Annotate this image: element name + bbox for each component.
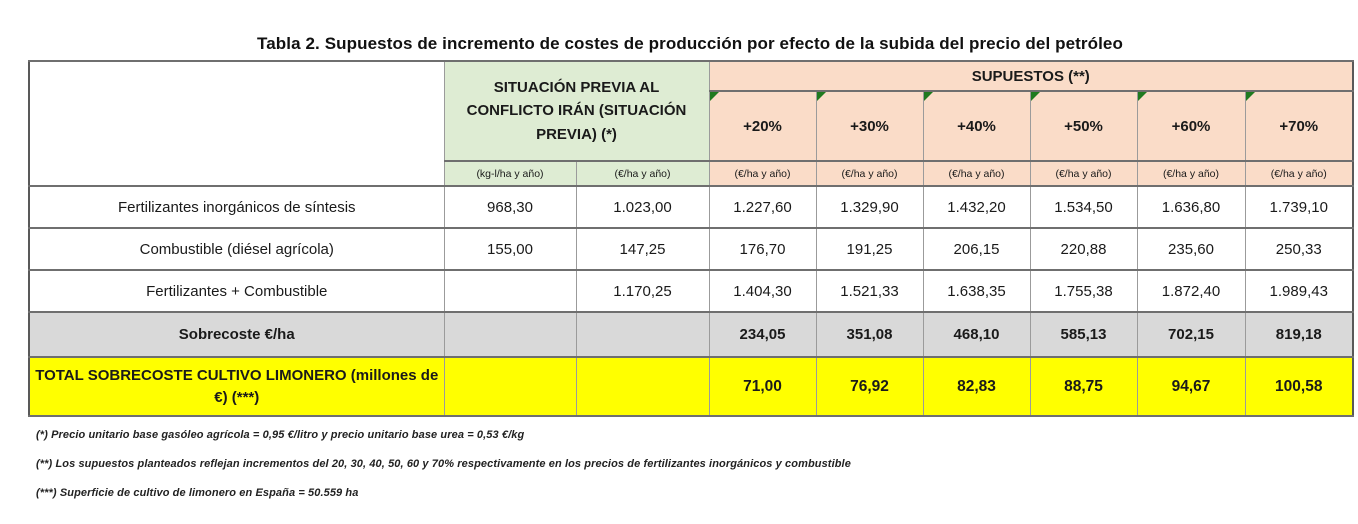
scenario-header-70: +70% — [1244, 90, 1354, 162]
value-cell: 235,60 — [1136, 227, 1246, 271]
cell-note-triangle-icon — [817, 93, 826, 101]
cost-table: SITUACIÓN PREVIA AL CONFLICTO IRÁN (SITU… — [28, 60, 1354, 417]
table-row-sobrecoste: Sobrecoste €/ha 234,05 351,08 468,10 585… — [28, 311, 1354, 358]
header-row-top: SITUACIÓN PREVIA AL CONFLICTO IRÁN (SITU… — [28, 60, 1354, 187]
value-cell: 191,25 — [815, 227, 924, 271]
unit-cell: (kg-l/ha y año) — [443, 160, 577, 187]
value-cell: 968,30 — [443, 185, 577, 229]
value-cell: 176,70 — [708, 227, 817, 271]
table-title: Tabla 2. Supuestos de incremento de cost… — [257, 34, 1123, 53]
footnotes: (*) Precio unitario base gasóleo agrícol… — [36, 429, 1352, 499]
value-cell: 220,88 — [1029, 227, 1138, 271]
value-cell — [443, 356, 577, 417]
cell-note-triangle-icon — [710, 93, 719, 101]
value-cell: 1.227,60 — [708, 185, 817, 229]
value-cell: 88,75 — [1029, 356, 1138, 417]
scenario-label: +30% — [850, 117, 889, 135]
scenario-header-50: +50% — [1029, 90, 1138, 162]
footnote-superficie: (***) Superficie de cultivo de limonero … — [36, 487, 359, 499]
scenario-label: +50% — [1064, 117, 1103, 135]
value-cell: 1.638,35 — [922, 269, 1031, 313]
value-cell: 1.755,38 — [1029, 269, 1138, 313]
scenario-header-30: +30% — [815, 90, 924, 162]
supuestos-header: SUPUESTOS (**) — [708, 60, 1354, 92]
table-row-fertilizantes-combustible: Fertilizantes + Combustible 1.170,25 1.4… — [28, 269, 1354, 313]
scenario-header-60: +60% — [1136, 90, 1246, 162]
row-label: Fertilizantes + Combustible — [28, 269, 445, 313]
value-cell: 100,58 — [1244, 356, 1354, 417]
unit-cell: (€/ha y año) — [575, 160, 710, 187]
value-cell: 1.521,33 — [815, 269, 924, 313]
table-row-total-sobrecoste: TOTAL SOBRECOSTE CULTIVO LIMONERO (millo… — [28, 356, 1354, 417]
value-cell: 82,83 — [922, 356, 1031, 417]
row-label: Sobrecoste €/ha — [28, 311, 445, 358]
situacion-previa-header: SITUACIÓN PREVIA AL CONFLICTO IRÁN (SITU… — [443, 60, 710, 162]
value-cell: 76,92 — [815, 356, 924, 417]
value-cell: 1.636,80 — [1136, 185, 1246, 229]
value-cell — [443, 269, 577, 313]
value-cell: 250,33 — [1244, 227, 1354, 271]
value-cell: 147,25 — [575, 227, 710, 271]
unit-cell: (€/ha y año) — [1136, 160, 1246, 187]
value-cell — [575, 311, 710, 358]
value-cell: 94,67 — [1136, 356, 1246, 417]
value-cell: 1.023,00 — [575, 185, 710, 229]
value-cell: 1.404,30 — [708, 269, 817, 313]
value-cell: 234,05 — [708, 311, 817, 358]
value-cell: 71,00 — [708, 356, 817, 417]
value-cell: 1.170,25 — [575, 269, 710, 313]
unit-cell: (€/ha y año) — [815, 160, 924, 187]
value-cell: 1.329,90 — [815, 185, 924, 229]
footnote-precio-base: (*) Precio unitario base gasóleo agrícol… — [36, 429, 525, 441]
scenario-label: +70% — [1279, 117, 1319, 135]
unit-cell: (€/ha y año) — [708, 160, 817, 187]
value-cell: 819,18 — [1244, 311, 1354, 358]
table-row-fertilizantes: Fertilizantes inorgánicos de síntesis 96… — [28, 185, 1354, 229]
value-cell — [443, 311, 577, 358]
value-cell: 155,00 — [443, 227, 577, 271]
cell-note-triangle-icon — [1138, 93, 1147, 101]
unit-cell: (€/ha y año) — [1029, 160, 1138, 187]
cell-note-triangle-icon — [924, 93, 933, 101]
header-row-scenarios: +20% +30% +40% +50% +60% +70% — [29, 90, 1354, 162]
value-cell: 1.432,20 — [922, 185, 1031, 229]
corner-cell — [28, 60, 445, 187]
scenario-header-20: +20% — [708, 90, 817, 162]
value-cell: 351,08 — [815, 311, 924, 358]
value-cell: 1.739,10 — [1244, 185, 1354, 229]
footnote-supuestos: (**) Los supuestos planteados reflejan i… — [36, 458, 851, 470]
cell-note-triangle-icon — [1031, 93, 1040, 101]
scenario-header-40: +40% — [922, 90, 1031, 162]
row-label: Combustible (diésel agrícola) — [28, 227, 445, 271]
value-cell: 702,15 — [1136, 311, 1246, 358]
unit-cell: (€/ha y año) — [922, 160, 1031, 187]
value-cell: 1.534,50 — [1029, 185, 1138, 229]
table-row-combustible: Combustible (diésel agrícola) 155,00 147… — [28, 227, 1354, 271]
value-cell: 585,13 — [1029, 311, 1138, 358]
units-row: (kg-l/ha y año) (€/ha y año) (€/ha y año… — [29, 160, 1354, 187]
value-cell: 468,10 — [922, 311, 1031, 358]
unit-cell: (€/ha y año) — [1244, 160, 1354, 187]
scenario-label: +20% — [743, 117, 782, 135]
cell-note-triangle-icon — [1246, 93, 1255, 101]
value-cell: 1.872,40 — [1136, 269, 1246, 313]
value-cell: 206,15 — [922, 227, 1031, 271]
page: Tabla 2. Supuestos de incremento de cost… — [28, 0, 1354, 516]
row-label: TOTAL SOBRECOSTE CULTIVO LIMONERO (millo… — [28, 356, 445, 417]
scenario-label: +60% — [1171, 117, 1211, 135]
row-label: Fertilizantes inorgánicos de síntesis — [28, 185, 445, 229]
value-cell: 1.989,43 — [1244, 269, 1354, 313]
value-cell — [575, 356, 710, 417]
scenario-label: +40% — [957, 117, 996, 135]
